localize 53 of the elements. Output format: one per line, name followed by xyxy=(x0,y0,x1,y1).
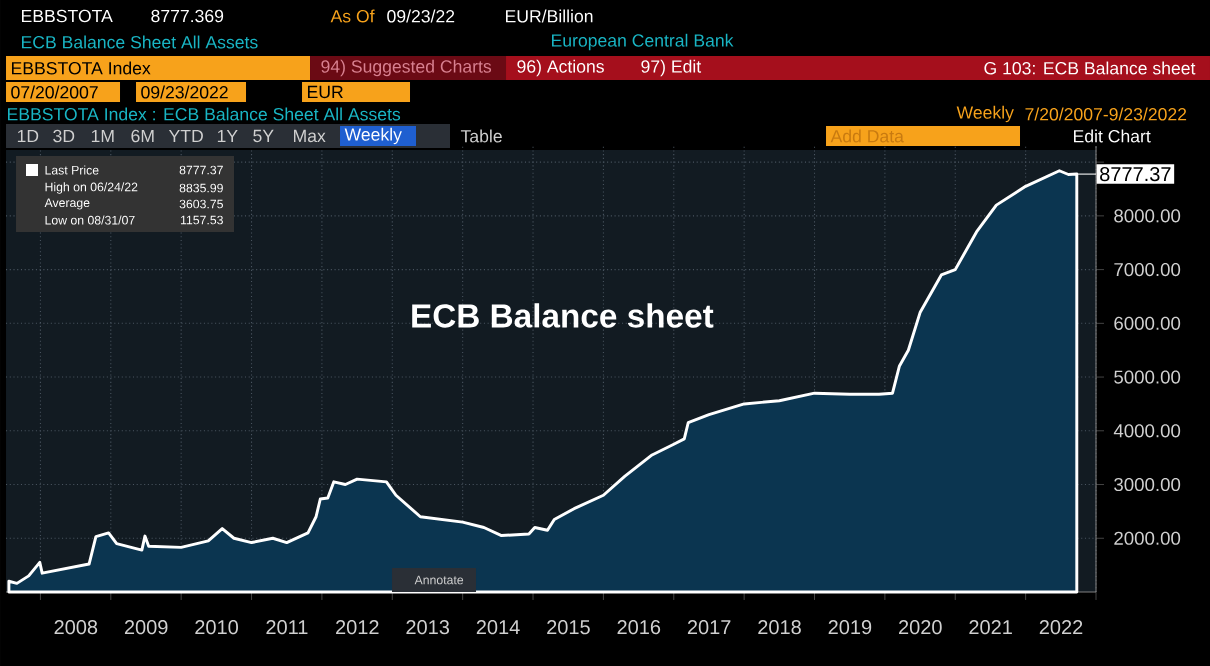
y-tick-label: 7000.00 xyxy=(1114,263,1181,277)
text: EBBSTOTA Index : ECB Balance Sheet All Assets xyxy=(8,107,401,121)
x-tick-label: 2009 xyxy=(124,620,168,635)
text: EUR xyxy=(308,85,343,99)
x-tick-label: 2012 xyxy=(336,620,379,635)
text: Weekly xyxy=(344,127,402,145)
x-tick-label: 2013 xyxy=(406,620,450,635)
text: European Central Bank xyxy=(552,33,734,51)
y-tick-label: 8000.00 xyxy=(1114,209,1181,223)
text: 09/23/2022 xyxy=(141,85,228,99)
text: 8777.369 xyxy=(151,9,224,23)
x-tick-label: 2016 xyxy=(617,620,661,635)
text: ECB Balance sheet xyxy=(412,303,714,328)
text: 07/20/2007 xyxy=(11,85,98,99)
y-tick-label: 2000.00 xyxy=(1114,531,1181,545)
text: EBBSTOTA xyxy=(22,9,113,23)
text: EBBSTOTA Index xyxy=(12,61,151,75)
text: 6M xyxy=(131,129,154,143)
text: As Of xyxy=(330,9,375,23)
text: 3D xyxy=(53,129,75,143)
x-tick-label: 2011 xyxy=(266,620,308,635)
text: Max xyxy=(294,129,326,143)
text: 7/20/2007-9/23/2022 xyxy=(1025,107,1187,121)
text: 09/23/22 xyxy=(387,9,455,23)
y-tick-label: 6000.00 xyxy=(1114,316,1181,330)
y-tick-label: 3000.00 xyxy=(1114,477,1181,492)
x-tick-label: 2014 xyxy=(476,620,520,635)
x-tick-label: 2017 xyxy=(687,620,731,635)
annotation: 8777.37 xyxy=(1100,167,1171,182)
y-tick-label: 4000.00 xyxy=(1113,424,1181,438)
text: 5Y xyxy=(253,129,274,143)
text: 1M xyxy=(91,129,114,143)
x-tick-label: 2021 xyxy=(969,620,1012,635)
text: 94) Suggested Charts xyxy=(321,59,492,77)
text: 97) Edit xyxy=(641,59,702,77)
text: Weekly xyxy=(956,105,1014,123)
text: Table xyxy=(460,129,502,143)
y-tick-label: 5000.00 xyxy=(1114,370,1181,384)
text: ECB Balance Sheet All Assets xyxy=(22,35,258,49)
x-tick-label: 2019 xyxy=(828,620,872,635)
x-tick-label: 2015 xyxy=(547,620,590,635)
text: G 103: ECB Balance sheet xyxy=(984,61,1196,75)
text: EUR/Billion xyxy=(506,9,593,23)
x-tick-label: 2018 xyxy=(758,620,801,635)
text: 96) Actions xyxy=(517,59,604,77)
text: 1Y xyxy=(217,129,238,143)
x-tick-label: 2020 xyxy=(899,620,942,635)
x-tick-label: 2008 xyxy=(54,620,98,635)
text: YTD xyxy=(168,129,203,143)
text: 1D xyxy=(17,129,39,143)
x-tick-label: 2010 xyxy=(195,620,238,635)
x-tick-label: 2022 xyxy=(1039,620,1083,635)
text: Edit Chart xyxy=(1074,129,1151,143)
